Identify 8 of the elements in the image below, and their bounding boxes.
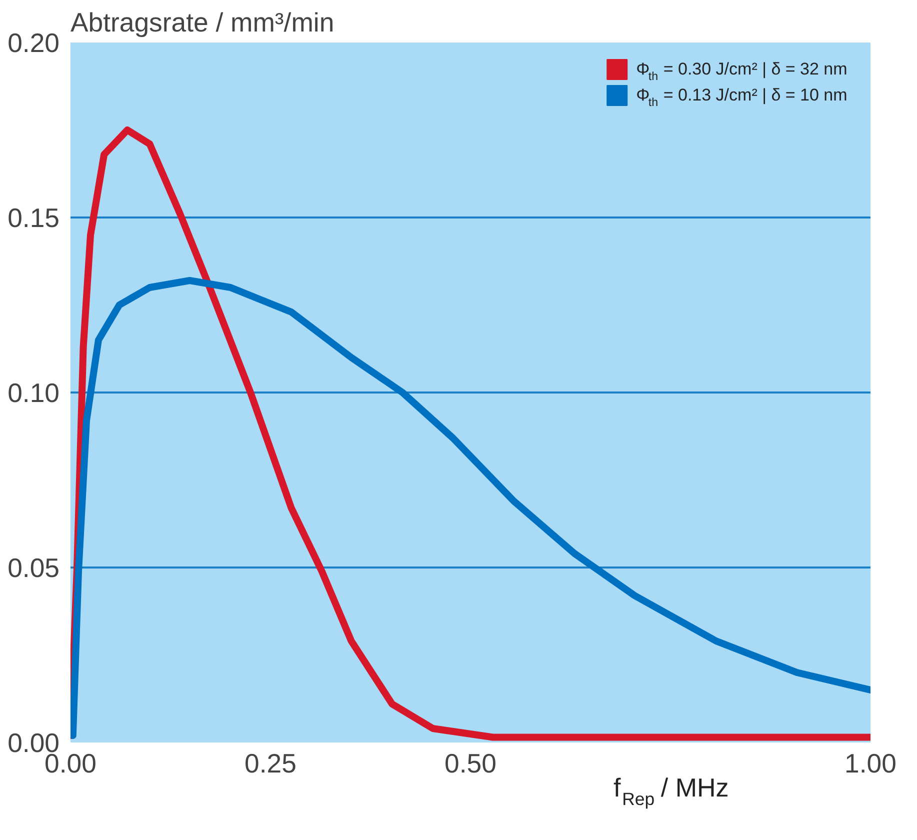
x-tick-label: 0.25 <box>244 748 296 778</box>
y-axis-title: Abtragsrate / mm³/min <box>70 8 334 38</box>
x-tick-label: 1.00 <box>844 748 896 778</box>
y-tick-label: 0.15 <box>8 203 60 233</box>
y-tick-label: 0.10 <box>8 378 60 408</box>
y-tick-label: 0.05 <box>8 553 60 583</box>
x-tick-label: 0.50 <box>444 748 496 778</box>
y-tick-label: 0.20 <box>8 28 60 58</box>
